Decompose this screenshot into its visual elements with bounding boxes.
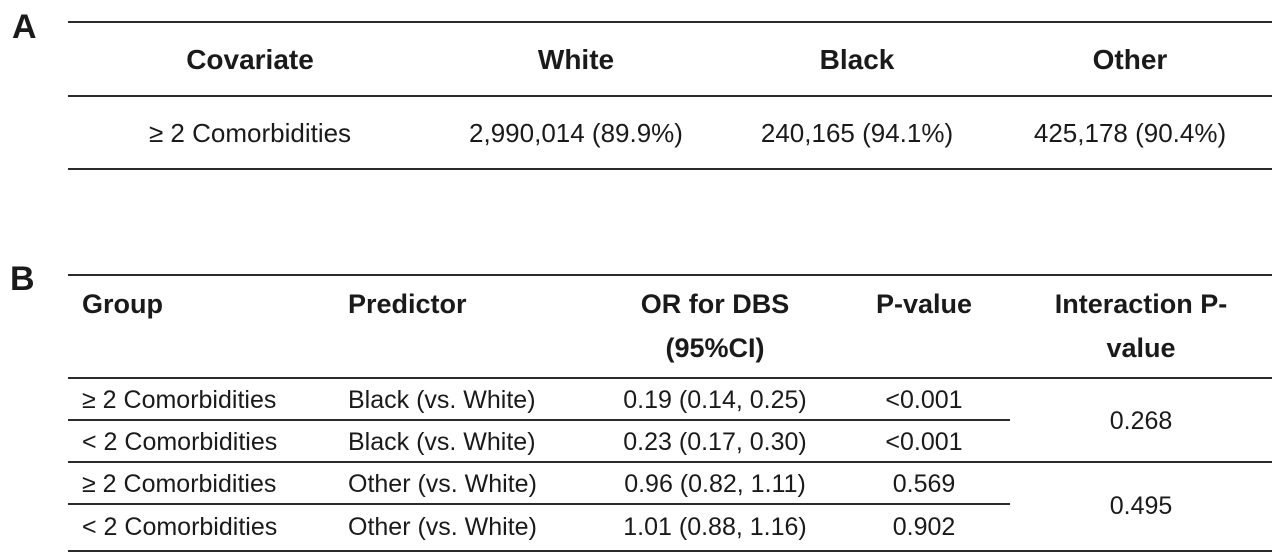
table-b-row1-or: 0.19 (0.14, 0.25) <box>623 386 807 414</box>
table-b-row2-or: 0.23 (0.17, 0.30) <box>623 428 807 456</box>
table-b-row3-or: 0.96 (0.82, 1.11) <box>624 470 806 498</box>
table-b-header-group: Group <box>82 289 163 319</box>
table-b-row4-pvalue: 0.902 <box>892 513 956 541</box>
table-a-cell-white: 2,990,014 (89.9%) <box>469 118 683 148</box>
table-b-row3-predictor: Other (vs. White) <box>348 470 537 498</box>
table-a-header-rule <box>68 95 1272 97</box>
table-b-header-or-line2: (95%CI) <box>665 333 765 363</box>
panel-a-label: A <box>12 8 37 46</box>
table-b-row4-predictor: Other (vs. White) <box>348 513 537 541</box>
table-a-bottom-rule <box>68 168 1272 170</box>
table-b-header-pvalue: P-value <box>875 289 973 319</box>
table-b-header-interaction-line2: value <box>1106 333 1176 363</box>
table-b-row3-group: ≥ 2 Comorbidities <box>82 470 277 498</box>
table-b-row1-group: ≥ 2 Comorbidities <box>82 386 277 414</box>
table-b-row2-group: < 2 Comorbidities <box>82 428 278 456</box>
table-b-row4-or: 1.01 (0.88, 1.16) <box>623 513 807 541</box>
table-b-group-divider <box>68 461 1272 463</box>
table-b-row1-predictor: Black (vs. White) <box>348 386 536 414</box>
table-b-header-predictor: Predictor <box>348 289 467 319</box>
table-a-header-other: Other <box>1092 44 1168 75</box>
table-a-header-black: Black <box>819 44 895 75</box>
table-b-row4-group: < 2 Comorbidities <box>82 513 278 541</box>
table-b-row1-pvalue: <0.001 <box>885 386 963 414</box>
table-a-top-rule <box>68 21 1272 23</box>
table-b-row3-pvalue: 0.569 <box>892 470 956 498</box>
table-b-header-rule <box>68 377 1272 379</box>
table-b-row-divider <box>68 503 1010 505</box>
table-b-bottom-rule <box>68 550 1272 552</box>
table-a-cell-other: 425,178 (90.4%) <box>1033 118 1227 148</box>
table-b-row2-pvalue: <0.001 <box>885 428 963 456</box>
table-b-interaction-other: 0.495 <box>1109 492 1173 520</box>
table-a-cell-covariate: ≥ 2 Comorbidities <box>148 118 352 148</box>
table-b-row2-predictor: Black (vs. White) <box>348 428 536 456</box>
table-a-header-covariate: Covariate <box>186 44 314 75</box>
table-b-interaction-black: 0.268 <box>1109 407 1173 435</box>
table-a-header-white: White <box>537 44 615 75</box>
panel-b-label: B <box>10 260 35 298</box>
table-b-header-or-line1: OR for DBS <box>640 289 790 319</box>
table-a-cell-black: 240,165 (94.1%) <box>760 118 954 148</box>
table-b-row-divider <box>68 419 1010 421</box>
table-b-header-interaction-line1: Interaction P- <box>1054 289 1228 319</box>
table-b-top-rule <box>68 274 1272 276</box>
